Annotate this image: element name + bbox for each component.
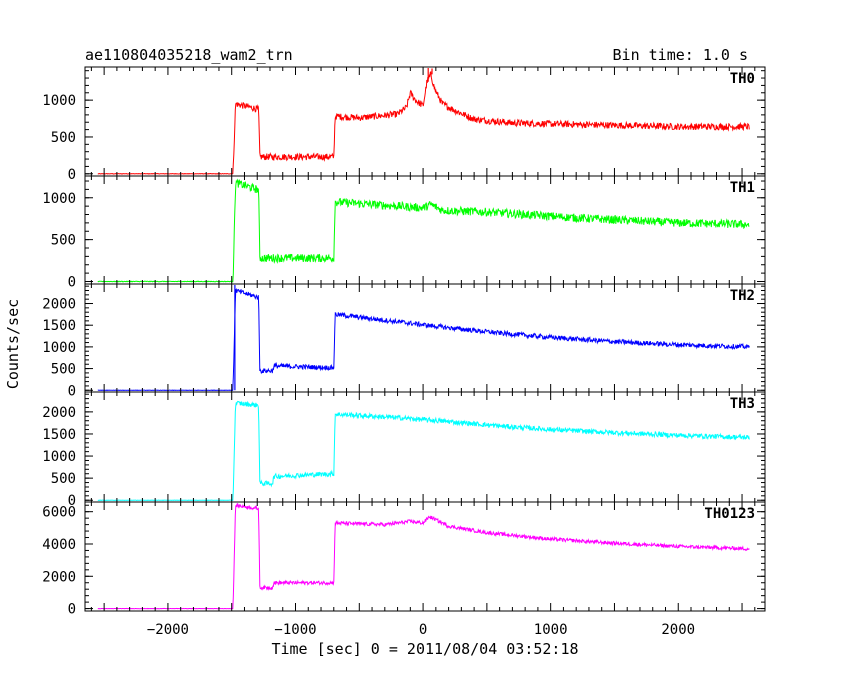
y-tick-label: 4000 (42, 537, 76, 553)
y-tick-label: 2000 (42, 405, 76, 421)
y-axis-label: Counts/sec (4, 299, 22, 389)
panel-label-th0: TH0 (730, 71, 755, 87)
panel-frame (84, 501, 766, 612)
series-line-th3 (97, 400, 750, 502)
panels-group: 0 500 1000 TH0 0 500 1000 TH1 0 500 1000 1500 2000 TH… (42, 66, 766, 638)
y-tick-label: 0 (68, 493, 76, 509)
y-tick-label: 500 (51, 233, 76, 249)
y-tick-label: 500 (51, 362, 76, 378)
panel-label-th0123: TH0123 (704, 506, 755, 522)
panel-th0: 0 500 1000 TH0 (42, 66, 766, 183)
panel-th2: 0 500 1000 1500 2000 TH2 (42, 283, 766, 399)
panel-th0123: 0 2000 4000 6000 TH0123 (42, 501, 766, 618)
y-tick-label: 1500 (42, 318, 76, 334)
y-tick-label: 500 (51, 130, 76, 146)
panel-frame (84, 391, 766, 503)
x-axis-label: Time [sec] 0 = 2011/08/04 03:52:18 (271, 640, 578, 658)
x-tick-label: 0 (419, 622, 427, 638)
x-tick-label: 2000 (661, 622, 695, 638)
y-tick-label: 1000 (42, 340, 76, 356)
panel-th3: 0 500 1000 1500 2000 TH3 (42, 391, 766, 509)
x-tick-label: −2000 (147, 622, 189, 638)
series-line-th2 (97, 288, 750, 391)
y-tick-label: 0 (68, 274, 76, 290)
panel-label-th3: TH3 (730, 396, 755, 412)
panel-frame (84, 175, 766, 285)
panel-frame (84, 283, 766, 393)
y-tick-label: 1000 (42, 191, 76, 207)
y-tick-label: 0 (68, 383, 76, 399)
y-tick-label: 2000 (42, 297, 76, 313)
series-line-th0123 (97, 503, 750, 610)
series-line-th0 (97, 71, 750, 175)
x-tick-label: 1000 (534, 622, 568, 638)
y-tick-label: 2000 (42, 569, 76, 585)
y-tick-label: 0 (68, 602, 76, 618)
x-tick-label: −1000 (274, 622, 316, 638)
y-tick-label: 500 (51, 471, 76, 487)
series-line-th1 (97, 178, 750, 283)
panel-label-th2: TH2 (730, 288, 755, 304)
panel-th1: 0 500 1000 TH1 (42, 175, 766, 290)
y-tick-label: 0 (68, 167, 76, 183)
y-tick-label: 1000 (42, 449, 76, 465)
observation-id-title: ae110804035218_wam2_trn (85, 46, 293, 64)
bin-time-label: Bin time: 1.0 s (613, 46, 748, 64)
panel-frame (84, 66, 766, 177)
y-tick-label: 1000 (42, 93, 76, 109)
y-tick-label: 1500 (42, 427, 76, 443)
y-tick-label: 6000 (42, 505, 76, 521)
panel-label-th1: TH1 (730, 180, 755, 196)
